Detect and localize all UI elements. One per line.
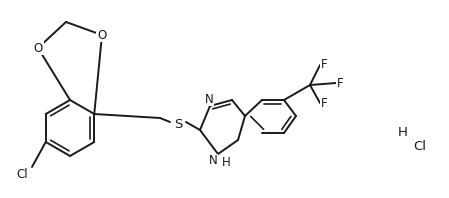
- Text: O: O: [33, 42, 43, 54]
- Text: H: H: [222, 156, 230, 169]
- Text: Cl: Cl: [414, 140, 427, 152]
- Text: N: N: [209, 154, 217, 168]
- Text: H: H: [398, 126, 408, 138]
- Text: S: S: [174, 117, 182, 130]
- Text: F: F: [321, 58, 327, 71]
- Text: F: F: [321, 96, 327, 109]
- Text: O: O: [97, 29, 106, 42]
- Text: N: N: [205, 92, 213, 106]
- Text: Cl: Cl: [16, 168, 28, 182]
- Text: F: F: [337, 76, 343, 89]
